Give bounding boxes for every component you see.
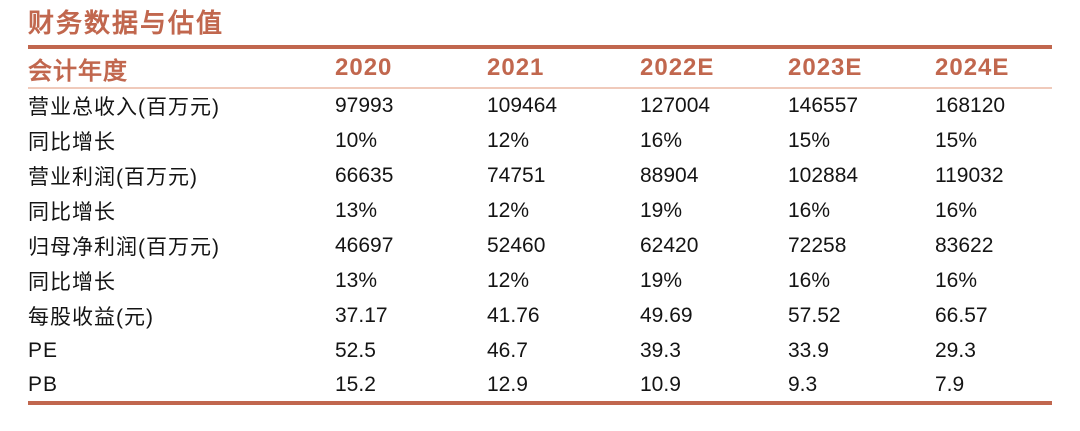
table-row-operating-profit: 营业利润(百万元) 66635 74751 88904 102884 11903… [28, 158, 1052, 193]
cell-value: 16% [935, 268, 978, 292]
cell-value: 9.3 [788, 372, 818, 396]
cell-value: 41.76 [487, 303, 540, 327]
header-year-2021: 2021 [487, 45, 640, 89]
cell-value: 39.3 [640, 338, 681, 362]
row-label: 同比增长 [28, 130, 116, 154]
cell-value: 46697 [335, 233, 394, 257]
cell-value: 29.3 [935, 338, 976, 362]
cell-value: 12.9 [487, 372, 528, 396]
cell-value: 12% [487, 198, 530, 222]
table-row-net-profit-yoy: 同比增长 13% 12% 19% 16% 16% [28, 263, 1052, 298]
cell-value: 146557 [788, 94, 859, 117]
cell-value: 74751 [487, 163, 546, 187]
cell-value: 33.9 [788, 338, 829, 362]
table-row-operating-profit-yoy: 同比增长 13% 12% 19% 16% 16% [28, 193, 1052, 228]
cell-value: 83622 [935, 233, 994, 257]
cell-value: 10.9 [640, 372, 681, 396]
cell-value: 12% [487, 128, 530, 152]
cell-value: 62420 [640, 233, 699, 257]
cell-value: 88904 [640, 163, 699, 187]
cell-value: 19% [640, 268, 683, 292]
header-year-2020: 2020 [335, 45, 487, 89]
table-row-revenue-yoy: 同比增长 10% 12% 16% 15% 15% [28, 123, 1052, 158]
cell-value: 49.69 [640, 303, 693, 327]
cell-value: 16% [935, 198, 978, 222]
page-title: 财务数据与估值 [28, 8, 225, 38]
row-label: 每股收益(元) [28, 305, 154, 329]
cell-value: 66635 [335, 163, 394, 187]
cell-value: 13% [335, 268, 378, 292]
cell-value: 97993 [335, 94, 394, 117]
cell-value: 66.57 [935, 303, 988, 327]
cell-value: 13% [335, 198, 378, 222]
row-label: PB [28, 372, 59, 396]
header-row: 会计年度 2020 2021 2022E 2023E 2024E [28, 45, 1052, 89]
cell-value: 10% [335, 128, 378, 152]
cell-value: 127004 [640, 94, 711, 117]
cell-value: 119032 [935, 163, 1004, 187]
cell-value: 52.5 [335, 338, 376, 362]
cell-value: 19% [640, 198, 683, 222]
cell-value: 16% [788, 268, 831, 292]
cell-value: 15.2 [335, 372, 376, 396]
cell-value: 7.9 [935, 372, 965, 396]
table-row-pb: PB 15.2 12.9 10.9 9.3 7.9 [28, 368, 1052, 403]
row-label: 营业利润(百万元) [28, 165, 198, 189]
financial-data-table: 会计年度 2020 2021 2022E 2023E 2024E 营业总收入(百… [28, 45, 1052, 405]
table-row-total-revenue: 营业总收入(百万元) 97993 109464 127004 146557 16… [28, 88, 1052, 123]
cell-value: 109464 [487, 94, 558, 117]
row-label: 归母净利润(百万元) [28, 235, 220, 259]
table-row-pe: PE 52.5 46.7 39.3 33.9 29.3 [28, 333, 1052, 368]
cell-value: 57.52 [788, 303, 841, 327]
cell-value: 15% [788, 128, 831, 152]
header-accounting-year: 会计年度 [28, 45, 335, 89]
row-label: 同比增长 [28, 200, 116, 224]
table-body: 营业总收入(百万元) 97993 109464 127004 146557 16… [28, 88, 1052, 403]
cell-value: 46.7 [487, 338, 528, 362]
cell-value: 72258 [788, 233, 847, 257]
cell-value: 16% [788, 198, 831, 222]
header-year-2022e: 2022E [640, 45, 788, 89]
cell-value: 16% [640, 128, 683, 152]
table-row-eps: 每股收益(元) 37.17 41.76 49.69 57.52 66.57 [28, 298, 1052, 333]
table-row-net-profit: 归母净利润(百万元) 46697 52460 62420 72258 83622 [28, 228, 1052, 263]
table-header: 会计年度 2020 2021 2022E 2023E 2024E [28, 45, 1052, 89]
cell-value: 37.17 [335, 303, 388, 327]
cell-value: 52460 [487, 233, 546, 257]
header-year-2024e: 2024E [935, 45, 1052, 89]
cell-value: 15% [935, 128, 978, 152]
row-label: PE [28, 338, 59, 362]
cell-value: 12% [487, 268, 530, 292]
cell-value: 168120 [935, 94, 1006, 117]
header-year-2023e: 2023E [788, 45, 935, 89]
row-label: 营业总收入(百万元) [28, 96, 220, 119]
cell-value: 102884 [788, 163, 859, 187]
row-label: 同比增长 [28, 270, 116, 294]
